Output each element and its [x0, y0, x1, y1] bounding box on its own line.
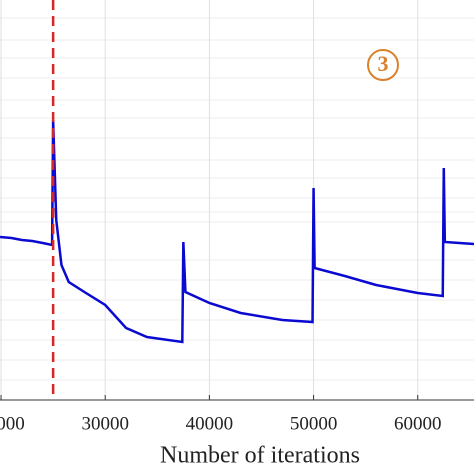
x-tick-label: 40000: [186, 413, 234, 434]
annotation-circle: [367, 49, 399, 81]
x-tick-label: 20000: [0, 413, 25, 434]
x-axis-label: Number of iterations: [160, 443, 360, 469]
x-tick-label: 30000: [81, 413, 129, 434]
data-line: [0, 119, 474, 344]
x-tick-label: 50000: [290, 413, 338, 434]
annotation: 3: [378, 51, 389, 76]
minor-grid: [0, 17, 474, 381]
x-tick-label: 60000: [394, 413, 442, 434]
